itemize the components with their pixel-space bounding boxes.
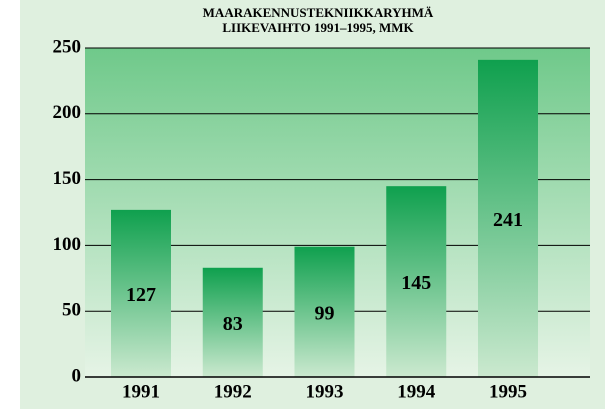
y-tick-label: 50 — [62, 300, 81, 321]
chart-subtitle: LIIKEVAIHTO 1991–1995, MMK — [222, 20, 414, 35]
x-tick-label: 1991 — [122, 381, 160, 402]
bar — [478, 59, 538, 378]
value-label: 145 — [401, 272, 431, 294]
y-tick-label: 200 — [53, 102, 82, 123]
value-label: 83 — [223, 313, 243, 335]
value-label: 99 — [315, 302, 335, 324]
y-tick-label: 100 — [53, 234, 82, 255]
bar — [294, 246, 355, 377]
value-label: 127 — [126, 284, 156, 306]
bar — [202, 267, 263, 377]
y-tick-label: 150 — [53, 168, 82, 189]
x-tick-label: 1995 — [489, 381, 527, 402]
x-tick-label: 1992 — [214, 381, 252, 402]
value-label: 241 — [493, 209, 523, 231]
x-tick-label: 1993 — [306, 381, 344, 402]
chart-title: MAARAKENNUSTEKNIIKKARYHMÄ — [203, 5, 434, 20]
y-tick-label: 250 — [53, 36, 82, 57]
x-tick-label: 1994 — [397, 381, 436, 402]
y-tick-label: 0 — [72, 365, 82, 386]
bar — [386, 186, 447, 377]
bar — [111, 209, 171, 377]
